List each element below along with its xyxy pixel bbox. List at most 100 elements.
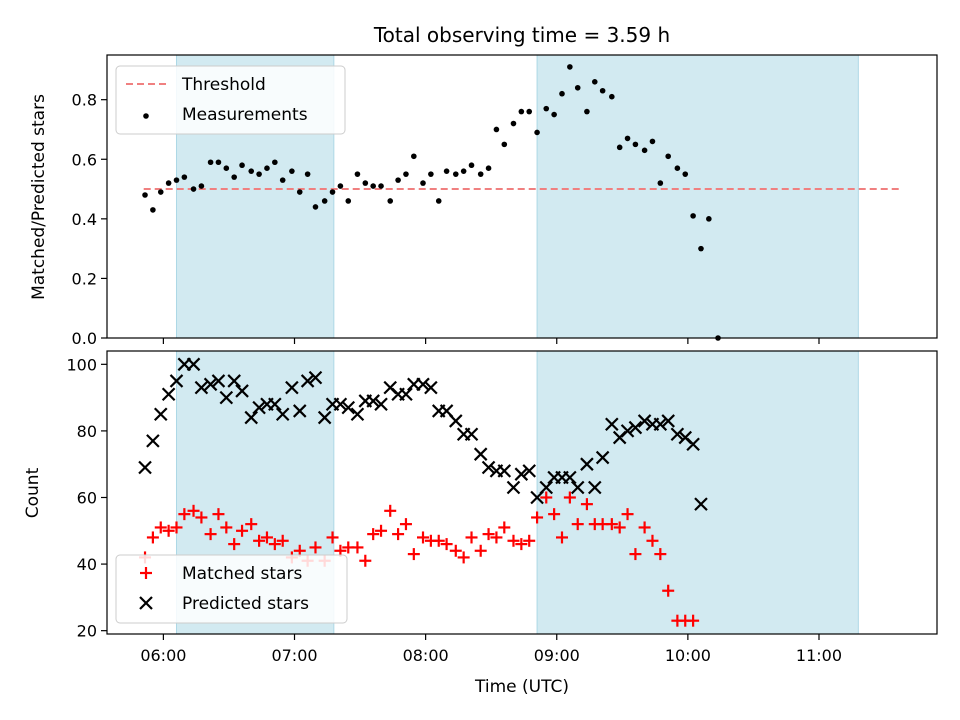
measurements-point [378, 183, 384, 189]
matched-stars-point [548, 508, 561, 521]
bottom-panel-ylabel: Count [23, 467, 43, 518]
predicted-stars-point [138, 460, 152, 475]
measurements-legend-label: Measurements [182, 105, 308, 125]
matched-stars-point [662, 584, 675, 597]
predicted-stars-point [653, 417, 668, 432]
measurements-point [477, 171, 484, 177]
y-tick-label: 0.6 [72, 150, 97, 169]
x-axis-label: Time (UTC) [474, 677, 569, 697]
predicted-stars-point [186, 357, 201, 372]
measurements-point [256, 171, 262, 177]
bottom-legend-box [115, 554, 348, 624]
measurements-point [534, 129, 540, 136]
matched-stars-point [457, 551, 470, 564]
measurements-point [198, 183, 205, 189]
predicted-stars-point [473, 447, 488, 461]
matched-stars-point [580, 498, 593, 511]
matched-stars-point [154, 521, 167, 534]
matched-stars-point [212, 508, 225, 521]
x-tick-label: 10:00 [665, 646, 711, 665]
matched-stars-point [629, 548, 642, 561]
x-tick-label: 07:00 [271, 646, 317, 665]
predicted-stars-point [661, 414, 675, 428]
matched-stars-point [326, 531, 339, 544]
measurements-point [616, 144, 623, 151]
matched-stars-point [687, 614, 700, 627]
matched-stars-point [555, 531, 568, 544]
predicted-stars-point [203, 377, 218, 392]
x-tick-label: 09:00 [534, 646, 580, 665]
y-tick-label: 40 [77, 555, 97, 574]
measurements-point [173, 177, 180, 183]
measurements-point [157, 189, 164, 195]
matched-stars-point [146, 531, 159, 544]
measurements-point [239, 162, 245, 169]
measurements-point [296, 189, 303, 195]
matched-stars-point [417, 531, 430, 544]
measurements-point [190, 186, 197, 192]
observing-span-1 [536, 350, 859, 635]
measurements-point [370, 183, 376, 189]
matched-stars-point [170, 521, 183, 534]
matched-stars-point [474, 544, 487, 557]
predicted-stars-point [514, 467, 529, 481]
predicted-stars-point [235, 384, 249, 398]
predicted-stars-point [620, 424, 635, 438]
top-panel: 0.00.20.40.60.8 Matched/Predicted stars … [29, 54, 938, 348]
measurements-point [428, 171, 434, 177]
predicted-stars-point [522, 464, 536, 478]
measurements-point [599, 87, 606, 94]
measurements-point [142, 192, 148, 198]
y-tick-label: 0.4 [72, 210, 97, 229]
measurements-point [460, 168, 467, 174]
measurements-point [329, 189, 336, 195]
matched-stars-point [605, 518, 618, 531]
predicted-stars-point [227, 374, 241, 388]
measurements-point [354, 171, 361, 177]
matched-stars-point [498, 521, 511, 534]
measurements-point [443, 168, 450, 174]
predicted-stars-point [399, 387, 413, 402]
predicted-stars-point [308, 370, 323, 385]
predicted-stars-point [219, 390, 234, 405]
predicted-stars-point [292, 404, 307, 418]
matched-stars-point [465, 531, 478, 544]
predicted-stars-point [539, 480, 554, 495]
matched-stars-point [204, 528, 217, 541]
matched-stars-point [236, 524, 249, 537]
bottom-legend: Matched stars Predicted stars [115, 554, 348, 624]
measurements-point [279, 177, 286, 183]
bottom-panel: 20 40 60 80 100 06:00 07:00 08:00 09:00 10:00 11:… [23, 350, 938, 665]
top-panel-frame [106, 54, 938, 339]
matched-stars-point [351, 541, 364, 554]
matched-stars-point [654, 548, 667, 561]
predicted-stars-point [285, 380, 299, 395]
predicted-stars-point [153, 407, 168, 422]
x-tick-label: 11:00 [796, 646, 842, 665]
matched-stars-point [449, 544, 462, 557]
measurements-point [574, 84, 581, 91]
matched-stars-point [392, 528, 405, 541]
measurements-point [248, 168, 255, 174]
predicted-stars-point [563, 470, 577, 485]
predicted-stars-point [449, 414, 463, 428]
predicted-stars-point [637, 414, 652, 428]
y-tick-label: 100 [66, 355, 97, 374]
measurements-point [584, 108, 590, 115]
matched-stars-point [187, 504, 200, 517]
measurements-point [223, 165, 230, 171]
measurements-point [345, 198, 352, 204]
measurements-point [641, 147, 648, 154]
predicted-stars-point [268, 397, 282, 412]
measurements-point [591, 79, 598, 85]
matched-legend-label: Matched stars [182, 564, 302, 584]
threshold-legend-label: Threshold [181, 75, 266, 95]
x-tick-label: 06:00 [140, 646, 186, 665]
predicted-stars-point [670, 427, 685, 442]
predicted-stars-point [481, 460, 496, 475]
predicted-stars-point [194, 380, 209, 395]
measurements-point [518, 108, 525, 115]
measurements-point [207, 159, 214, 166]
measurements-point [551, 111, 557, 118]
